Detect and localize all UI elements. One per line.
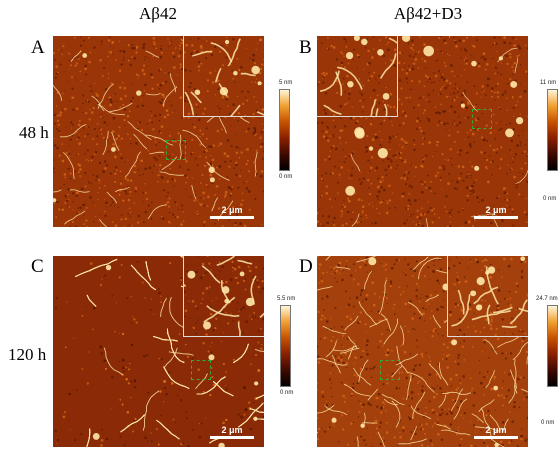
afm-image-d: 2 μm (317, 256, 528, 447)
zoom-region-box (380, 360, 400, 380)
zoom-inset (447, 256, 528, 337)
zoom-region-box (472, 109, 492, 129)
colorbar-max-label: 5 nm (279, 80, 293, 86)
colorbar-max-label: 5.5 nm (277, 296, 296, 302)
zoom-region-box (166, 140, 186, 160)
height-colorbar (279, 89, 290, 171)
panel-label-d: D (299, 256, 313, 277)
scale-bar-label: 2 μm (221, 205, 243, 215)
afm-image-a: 2 μm (53, 36, 264, 227)
zoom-inset (317, 36, 398, 117)
height-colorbar (280, 305, 291, 387)
colorbar-max-label: 24.7 nm (536, 296, 558, 302)
zoom-region-box (191, 360, 211, 380)
scale-bar-line (210, 436, 254, 439)
colorbar-min-label: 0 nm (279, 174, 293, 180)
zoom-inset (183, 36, 264, 117)
scale-bar-label: 2 μm (221, 425, 243, 435)
zoom-inset (183, 256, 264, 337)
afm-image-b: 2 μm (317, 36, 528, 227)
scale-bar: 2 μm (474, 205, 518, 219)
scale-bar: 2 μm (210, 205, 254, 219)
column-title-abeta42-d3: Aβ42+D3 (393, 4, 463, 23)
scale-bar-line (474, 436, 518, 439)
panel-label-a: A (31, 37, 45, 58)
scale-bar: 2 μm (474, 425, 518, 439)
height-colorbar (547, 89, 558, 171)
scale-bar: 2 μm (210, 425, 254, 439)
colorbar-min-label: 0 nm (543, 196, 557, 202)
row-label-48h: 48 h (19, 123, 49, 142)
scale-bar-label: 2 μm (485, 425, 507, 435)
scale-bar-line (210, 216, 254, 219)
panel-label-c: C (31, 256, 44, 277)
colorbar-max-label: 11 nm (540, 80, 557, 86)
colorbar-min-label: 0 nm (541, 420, 555, 426)
scale-bar-label: 2 μm (485, 205, 507, 215)
colorbar-min-label: 0 nm (280, 390, 294, 396)
column-title-abeta42: Aβ42 (139, 4, 177, 23)
scale-bar-line (474, 216, 518, 219)
height-colorbar (547, 305, 558, 387)
panel-label-b: B (299, 37, 312, 58)
afm-image-c: 2 μm (53, 256, 264, 447)
row-label-120h: 120 h (8, 345, 47, 364)
